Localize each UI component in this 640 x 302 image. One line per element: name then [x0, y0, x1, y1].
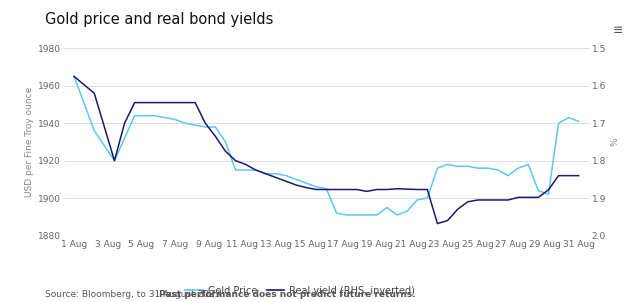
Legend: Gold Price, Real yield (RHS, inverted): Gold Price, Real yield (RHS, inverted) [181, 281, 419, 299]
Y-axis label: USD per Fine Troy ounce: USD per Fine Troy ounce [25, 87, 34, 197]
Text: Past performance does not predict future returns.: Past performance does not predict future… [159, 290, 416, 299]
Text: Source: Bloomberg, to 31 August 2023.: Source: Bloomberg, to 31 August 2023. [45, 290, 226, 299]
Text: Gold price and real bond yields: Gold price and real bond yields [45, 12, 273, 27]
Text: ≡: ≡ [612, 24, 623, 37]
Y-axis label: %: % [610, 138, 619, 146]
